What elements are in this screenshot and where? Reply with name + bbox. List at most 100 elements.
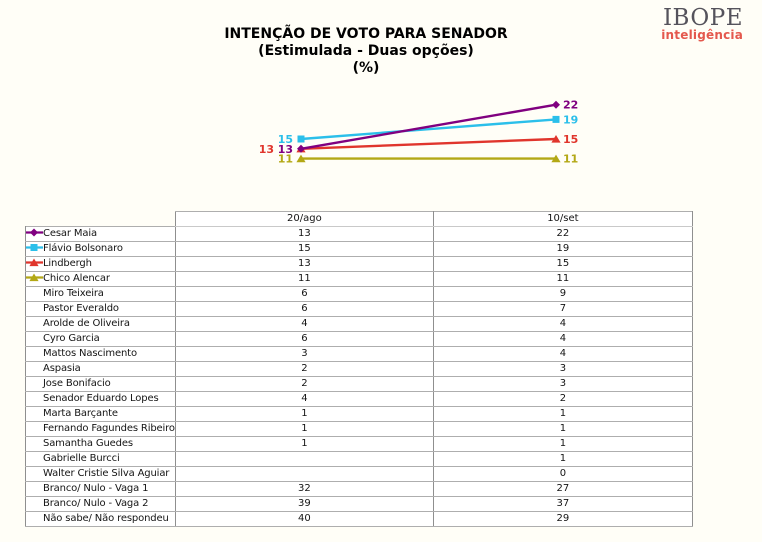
- end-value-label-0: 22: [563, 99, 578, 112]
- value-cell-20-ago: 6: [174, 301, 434, 317]
- value-cell-20-ago: 15: [174, 241, 434, 257]
- value-cell-20-ago: [174, 451, 434, 467]
- column-header-10set: 10/set: [432, 211, 693, 227]
- series-start-marker-0: [297, 144, 305, 153]
- end-value-label-3: 11: [563, 153, 578, 166]
- legend-spacer: [26, 318, 43, 329]
- table-row: Chico Alencar 11 11: [25, 271, 693, 287]
- table-row: Aspasia 2 3: [25, 361, 693, 377]
- value-cell-10-set: 1: [432, 421, 693, 437]
- ibope-logo-text: IBOPE: [662, 5, 743, 31]
- legend-spacer: [26, 408, 43, 419]
- table-row: Pastor Everaldo 6 7: [25, 301, 693, 317]
- legend-spacer: [26, 513, 43, 524]
- value-cell-20-ago: 13: [174, 256, 434, 272]
- candidate-name: Fernando Fagundes Ribeiro: [43, 423, 175, 434]
- candidate-name: Miro Teixeira: [43, 288, 104, 299]
- value-cell-20-ago: 32: [174, 481, 434, 497]
- candidate-name: Arolde de Oliveira: [43, 318, 130, 329]
- candidate-name: Chico Alencar: [43, 273, 110, 284]
- value-cell-20-ago: 4: [174, 391, 434, 407]
- legend-spacer: [26, 288, 43, 299]
- legend-spacer: [26, 468, 43, 479]
- start-value-label-0: 13: [278, 143, 293, 156]
- table-row: Cyro Garcia 6 4: [25, 331, 693, 347]
- table-row: Samantha Guedes 1 1: [25, 436, 693, 452]
- value-cell-20-ago: 6: [174, 286, 434, 302]
- value-cell-20-ago: 2: [174, 361, 434, 377]
- candidate-name-cell: Não sabe/ Não respondeu: [25, 511, 176, 527]
- candidate-name: Mattos Nascimento: [43, 348, 137, 359]
- series-line-1: [300, 118, 557, 141]
- series-line-2: [300, 137, 557, 150]
- value-cell-10-set: 3: [432, 361, 693, 377]
- value-cell-20-ago: 1: [174, 421, 434, 437]
- chart-title-line2: (Estimulada - Duas opções): [258, 43, 474, 59]
- candidate-name-cell: Cyro Garcia: [25, 331, 176, 347]
- series-line-0: [300, 103, 557, 150]
- series-start-marker-3: [296, 154, 306, 163]
- value-cell-20-ago: 1: [174, 436, 434, 452]
- value-cell-10-set: 1: [432, 451, 693, 467]
- value-cell-10-set: 2: [432, 391, 693, 407]
- legend-spacer: [26, 303, 43, 314]
- table-row: Miro Teixeira 6 9: [25, 286, 693, 302]
- start-value-label-3: 11: [278, 153, 293, 166]
- value-cell-10-set: 9: [432, 286, 693, 302]
- page-title: INTENÇÃO DE VOTO PARA SENADOR (Estimulad…: [116, 26, 616, 77]
- chart-title-line3: (%): [352, 60, 380, 76]
- candidate-name-cell: Chico Alencar: [25, 271, 176, 287]
- value-cell-10-set: 0: [432, 466, 693, 482]
- candidate-name-cell: Senador Eduardo Lopes: [25, 391, 176, 407]
- value-cell-10-set: 7: [432, 301, 693, 317]
- candidate-name: Cyro Garcia: [43, 333, 100, 344]
- table-row: Walter Cristie Silva Aguiar 0: [25, 466, 693, 482]
- value-cell-10-set: 1: [432, 436, 693, 452]
- candidate-name-cell: Pastor Everaldo: [25, 301, 176, 317]
- value-cell-20-ago: 6: [174, 331, 434, 347]
- value-cell-10-set: 27: [432, 481, 693, 497]
- value-cell-20-ago: 4: [174, 316, 434, 332]
- table-row: Mattos Nascimento 3 4: [25, 346, 693, 362]
- ibope-logo-tagline: inteligência: [661, 28, 743, 42]
- candidate-name: Branco/ Nulo - Vaga 2: [43, 498, 149, 509]
- legend-spacer: [26, 363, 43, 374]
- candidate-name-cell: Aspasia: [25, 361, 176, 377]
- value-cell-20-ago: [174, 466, 434, 482]
- series-end-marker-0: [552, 100, 560, 109]
- value-cell-10-set: 4: [432, 316, 693, 332]
- candidate-name: Jose Bonifacio: [43, 378, 111, 389]
- candidate-name: Gabrielle Burcci: [43, 453, 120, 464]
- legend-spacer: [26, 423, 43, 434]
- legend-spacer: [26, 348, 43, 359]
- ibope-logo: IBOPE inteligência: [661, 5, 743, 43]
- value-cell-20-ago: 40: [174, 511, 434, 527]
- value-cell-10-set: 3: [432, 376, 693, 392]
- candidate-name: Senador Eduardo Lopes: [43, 393, 159, 404]
- value-cell-10-set: 4: [432, 346, 693, 362]
- value-cell-20-ago: 39: [174, 496, 434, 512]
- legend-spacer: [26, 453, 43, 464]
- value-cell-10-set: 29: [432, 511, 693, 527]
- value-cell-20-ago: 13: [174, 226, 434, 242]
- value-cell-10-set: 4: [432, 331, 693, 347]
- value-cell-10-set: 1: [432, 406, 693, 422]
- table-row: Não sabe/ Não respondeu 40 29: [25, 511, 693, 527]
- value-cell-10-set: 19: [432, 241, 693, 257]
- value-cell-10-set: 11: [432, 271, 693, 287]
- series-end-marker-2: [551, 135, 561, 143]
- chart-title-line1: INTENÇÃO DE VOTO PARA SENADOR: [224, 26, 508, 42]
- candidate-name-cell: Cesar Maia: [25, 226, 176, 242]
- results-table: 20/ago 10/set Cesar Maia 13 22 Flávio Bolso…: [25, 211, 693, 527]
- legend-spacer: [26, 498, 43, 509]
- table-row: Arolde de Oliveira 4 4: [25, 316, 693, 332]
- candidate-name: Flávio Bolsonaro: [43, 243, 123, 254]
- candidate-name-cell: Branco/ Nulo - Vaga 1: [25, 481, 176, 497]
- candidate-name: Pastor Everaldo: [43, 303, 119, 314]
- table-row: Cesar Maia 13 22: [25, 226, 693, 242]
- candidate-name-cell: Mattos Nascimento: [25, 346, 176, 362]
- start-value-label-1: 15: [278, 133, 293, 146]
- candidate-name: Marta Barçante: [43, 408, 118, 419]
- value-cell-20-ago: 11: [174, 271, 434, 287]
- value-cell-10-set: 37: [432, 496, 693, 512]
